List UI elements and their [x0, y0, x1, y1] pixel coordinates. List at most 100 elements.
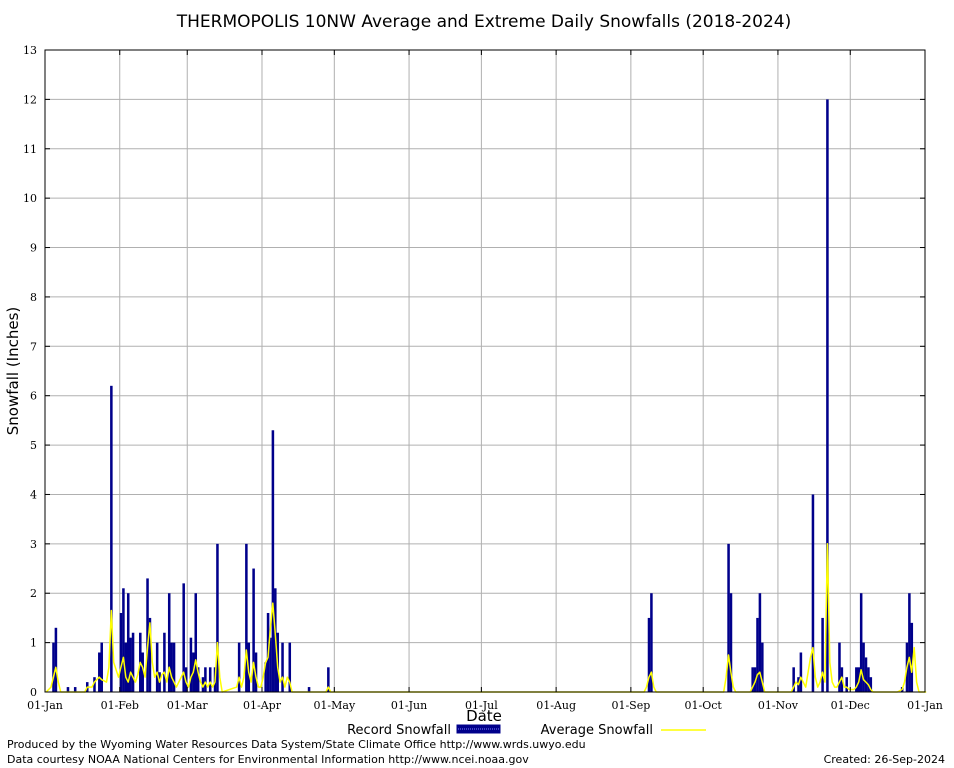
y-tick-label: 12 — [23, 93, 37, 106]
record-snowfall-bar — [66, 687, 70, 692]
x-tick-label: 01-Mar — [167, 699, 209, 712]
record-snowfall-bar — [327, 667, 330, 692]
record-snowfall-bar — [93, 677, 96, 692]
record-snowfall-bar — [141, 652, 144, 692]
record-snowfall-bar — [167, 593, 171, 692]
legend-record-label: Record Snowfall — [347, 723, 451, 738]
x-tick-label: 01-Feb — [101, 699, 139, 712]
record-snowfall-bar — [204, 667, 207, 692]
record-snowfall-bar — [54, 627, 58, 692]
record-snowfall-bar — [855, 667, 858, 692]
record-snowfall-bar — [729, 593, 733, 692]
record-snowfall-bar — [110, 385, 113, 692]
x-tick-label: 01-Jul — [465, 699, 498, 712]
record-snowfall-bar — [252, 568, 255, 692]
x-axis-label: Date — [466, 707, 502, 725]
x-tick-label: 01-Apr — [243, 699, 282, 712]
record-snowfall-bar — [647, 617, 651, 692]
y-tick-label: 1 — [30, 637, 37, 650]
x-tick-label: 01-Sep — [611, 699, 650, 712]
record-snowfall-bar — [148, 617, 152, 692]
record-snowfall-bars — [52, 99, 914, 692]
record-snowfall-bar — [264, 662, 267, 692]
y-tick-label: 13 — [23, 44, 37, 57]
grid-lines — [45, 50, 925, 692]
y-tick-label: 9 — [30, 242, 37, 255]
x-tick-label: 01-Oct — [685, 699, 723, 712]
record-snowfall-bar — [208, 667, 212, 692]
record-snowfall-bar — [650, 593, 653, 692]
x-tick-label: 01-Aug — [536, 699, 576, 712]
average-snowfall-line-group — [45, 543, 927, 693]
record-snowfall-bar — [163, 632, 166, 692]
record-snowfall-bar — [758, 593, 762, 692]
y-tick-label: 5 — [30, 439, 37, 452]
record-snowfall-bar — [838, 642, 841, 692]
record-snowfall-bar — [761, 642, 764, 692]
y-axis-label: Snowfall (Inches) — [4, 307, 22, 435]
record-snowfall-bar — [288, 642, 292, 692]
record-snowfall-bar — [237, 642, 241, 692]
record-snowfall-bar — [216, 543, 219, 692]
record-snowfall-bar — [196, 667, 200, 692]
record-snowfall-bar — [254, 652, 258, 692]
record-snowfall-bar — [269, 637, 272, 692]
y-tick-label: 2 — [30, 587, 37, 600]
y-tick-label: 0 — [30, 686, 37, 699]
legend-average-label: Average Snowfall — [541, 723, 653, 738]
footer-produced-by: Produced by the Wyoming Water Resources … — [7, 738, 586, 751]
record-snowfall-bar — [811, 494, 815, 692]
record-snowfall-bar — [281, 642, 284, 692]
record-snowfall-bar — [908, 593, 911, 692]
record-snowfall-bar — [146, 578, 149, 692]
y-tick-label: 7 — [30, 340, 37, 353]
record-snowfall-bar — [869, 677, 873, 692]
record-snowfall-bar — [864, 657, 868, 692]
record-snowfall-bar — [245, 543, 248, 692]
record-snowfall-bar — [271, 430, 275, 692]
record-snowfall-bar — [100, 642, 103, 692]
x-tick-label: 01-May — [313, 699, 356, 712]
record-snowfall-bar — [845, 677, 848, 692]
x-tick-label: 01-Jun — [391, 699, 427, 712]
y-tick-label: 6 — [30, 390, 37, 403]
legend: Record Snowfall Average Snowfall — [347, 723, 706, 738]
record-snowfall-bar — [122, 588, 125, 692]
footer-created: Created: 26-Sep-2024 — [824, 753, 945, 766]
footer-data-courtesy: Data courtesy NOAA National Centers for … — [7, 753, 529, 766]
record-snowfall-bar — [862, 642, 865, 692]
y-tick-label: 4 — [30, 488, 37, 501]
record-snowfall-bar — [792, 667, 795, 692]
record-snowfall-bar — [201, 677, 205, 692]
record-snowfall-bar — [129, 637, 132, 692]
record-snowfall-bar — [155, 642, 159, 692]
chart-title: THERMOPOLIS 10NW Average and Extreme Dai… — [176, 12, 792, 32]
record-snowfall-bar — [194, 593, 198, 692]
x-axis-ticks: 01-Jan 01-Feb 01-Mar 01-Apr 01-May 01-Jun 01-J… — [27, 50, 943, 712]
record-snowfall-bar — [170, 642, 173, 692]
record-snowfall-bar — [799, 652, 803, 692]
plot-area-border — [44, 49, 926, 693]
record-snowfall-bar — [172, 642, 176, 692]
x-tick-label: 01-Dec — [831, 699, 870, 712]
y-tick-label: 10 — [23, 192, 37, 205]
record-snowfall-bar — [821, 617, 824, 692]
average-snowfall-line — [45, 543, 927, 693]
record-snowfall-bar — [98, 652, 101, 692]
record-snowfall-bar — [182, 583, 185, 692]
record-snowfall-bar — [73, 687, 77, 692]
y-tick-label: 3 — [30, 538, 37, 551]
x-tick-label: 01-Jan — [907, 699, 943, 712]
record-snowfall-bar — [751, 667, 754, 692]
y-tick-label: 8 — [30, 291, 37, 304]
record-snowfall-bar — [126, 593, 130, 692]
record-snowfall-bar — [52, 642, 55, 692]
record-snowfall-bar — [119, 612, 123, 692]
record-snowfall-bar — [131, 632, 135, 692]
record-snowfall-bar — [910, 622, 914, 692]
record-snowfall-bar — [124, 642, 128, 692]
record-snowfall-bar — [189, 637, 193, 692]
record-snowfall-bar — [867, 667, 870, 692]
